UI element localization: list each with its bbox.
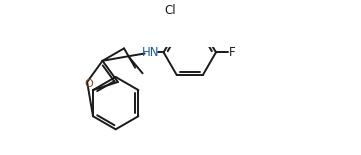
Text: O: O	[84, 79, 93, 89]
Text: Cl: Cl	[164, 4, 176, 17]
Text: F: F	[229, 46, 235, 59]
Text: HN: HN	[142, 46, 159, 59]
